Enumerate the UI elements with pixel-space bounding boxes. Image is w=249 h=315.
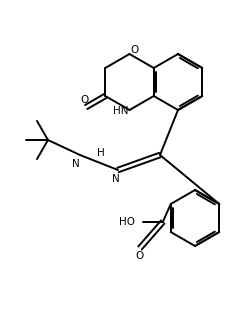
- Text: HO: HO: [119, 217, 135, 227]
- Text: HN: HN: [113, 106, 128, 116]
- Text: H: H: [97, 148, 105, 158]
- Text: N: N: [112, 174, 120, 184]
- Text: N: N: [72, 159, 80, 169]
- Text: O: O: [80, 95, 88, 105]
- Text: O: O: [130, 45, 139, 55]
- Text: O: O: [136, 251, 144, 261]
